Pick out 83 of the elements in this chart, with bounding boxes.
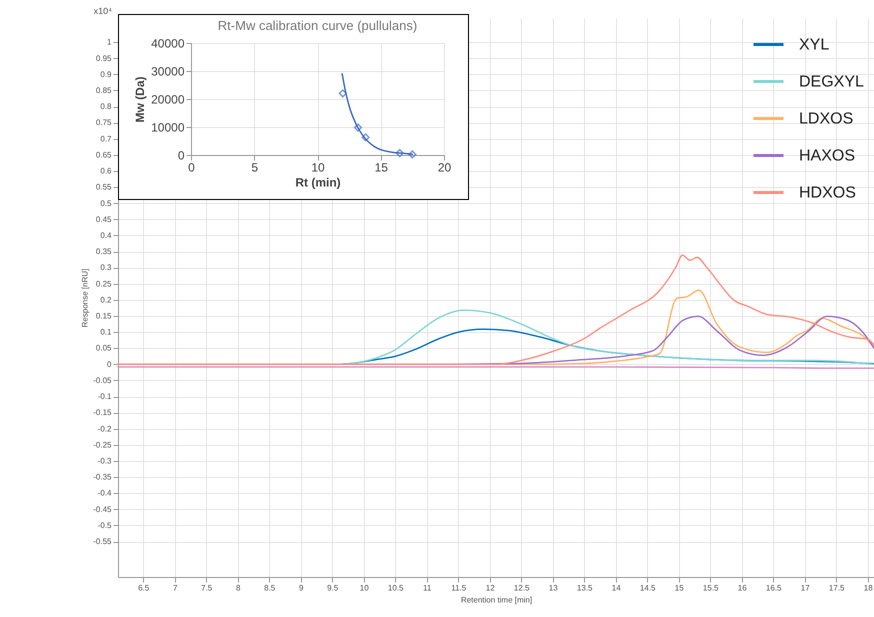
y-tick-label: 20000: [151, 92, 185, 106]
y-tick-label: 0.2: [100, 295, 112, 304]
x-tick-label: 14: [612, 584, 622, 592]
y-tick-label: 0: [178, 148, 185, 162]
y-tick-label: 0.25: [96, 279, 112, 288]
x-tick-label: 9.5: [327, 584, 339, 592]
x-tick-label: 15.5: [702, 584, 720, 592]
x-tick-label: 6.5: [138, 584, 150, 592]
y-tick-label: 0.3: [100, 263, 112, 272]
point: [408, 150, 416, 159]
x-tick-label: 10: [311, 160, 325, 174]
y-tick-label: -0.05: [93, 376, 112, 385]
x-tick-label: 11: [423, 584, 432, 592]
y-tick-label: -0.35: [93, 472, 112, 482]
y-tick-label: 1: [107, 38, 112, 47]
y-tick-label: 30000: [151, 64, 185, 78]
y-tick-label: -0.2: [98, 424, 112, 434]
y-tick-label: 0.55: [96, 182, 112, 192]
x-tick-label: 5: [251, 160, 258, 174]
x-tick-label: 8.5: [264, 584, 276, 592]
x-axis-title: Rt (min): [295, 176, 341, 190]
text: x10⁴: [94, 6, 112, 16]
y-tick-label: 0.35: [96, 247, 112, 256]
point: [354, 123, 362, 132]
chart-title: Rt-Mw calibration curve (pullulans): [218, 18, 418, 33]
y-tick-label: -0.45: [93, 504, 112, 514]
line-series: [117, 254, 874, 366]
legend-label: LDXOS: [799, 110, 854, 128]
y-tick-label: -0.4: [98, 488, 112, 498]
y-tick-label: -0.55: [93, 537, 112, 546]
y-tick-label: 0.95: [96, 54, 112, 63]
y-tick-label: -0.25: [93, 440, 112, 450]
x-tick-label: 12.5: [514, 584, 530, 592]
x-tick-label: 18: [864, 584, 874, 592]
y-tick-label: 0.05: [96, 344, 112, 353]
legend-label: HAXOS: [799, 148, 856, 164]
x-tick-label: 16.5: [766, 584, 782, 592]
legend-label: DEGXYL: [799, 74, 864, 90]
x-tick-label: 9: [298, 584, 304, 592]
y-tick-label: 0.6: [100, 166, 112, 176]
y-tick-label: 0.5: [100, 198, 112, 208]
y-tick-label: 0.9: [100, 70, 112, 79]
x-tick-label: 14.5: [640, 584, 656, 592]
legend-label: XYL: [799, 36, 830, 54]
point: [338, 89, 347, 98]
legend-label: HDXOS: [799, 184, 856, 202]
x-tick-label: 8: [236, 584, 241, 592]
y-tick-label: 0: [107, 360, 112, 369]
y-tick-label: 0.65: [96, 150, 112, 160]
x-tick-label: 15: [374, 160, 388, 174]
x-tick-label: 10: [360, 584, 370, 592]
x-tick-label: 12: [486, 584, 496, 592]
y-axis-title: Response [nRU]: [80, 268, 90, 328]
y-tick-label: -0.1: [98, 392, 112, 402]
x-tick-label: 15: [674, 584, 684, 592]
y-tick-label: 10000: [151, 120, 185, 134]
x-tick-label: 0: [188, 160, 196, 174]
x-tick-label: 11.5: [451, 584, 467, 592]
y-tick-label: 0.4: [100, 230, 112, 240]
x-tick-label: 13: [548, 584, 558, 592]
y-tick-label: -0.15: [93, 408, 112, 418]
y-axis-title: Mw (Da): [133, 76, 148, 122]
y-tick-label: 0.1: [100, 328, 112, 337]
y-tick-label: 0.8: [100, 102, 112, 112]
y-tick-label: -0.5: [98, 520, 112, 530]
y-tick-label: 40000: [151, 36, 185, 50]
x-tick-label: 7: [172, 584, 178, 592]
point: [396, 148, 404, 158]
y-tick-label: -0.3: [98, 456, 112, 466]
y-tick-label: 0.15: [96, 312, 112, 321]
y-tick-label: 0.85: [96, 86, 112, 95]
y-tick-label: 0.75: [96, 118, 112, 128]
x-tick-label: 17: [800, 584, 810, 592]
point: [361, 133, 370, 142]
x-tick-label: 10.5: [388, 584, 404, 592]
x-tick-label: 16: [738, 584, 748, 592]
x-tick-label: 17.5: [828, 584, 846, 592]
x-tick-label: 20: [438, 160, 452, 174]
x-tick-label: 13.5: [576, 584, 594, 592]
y-tick-label: 0.7: [100, 134, 112, 144]
x-tick-label: 7.5: [201, 584, 213, 592]
x-axis-title: Retention time [min]: [460, 596, 532, 604]
y-tick-label: 0.45: [96, 214, 112, 224]
